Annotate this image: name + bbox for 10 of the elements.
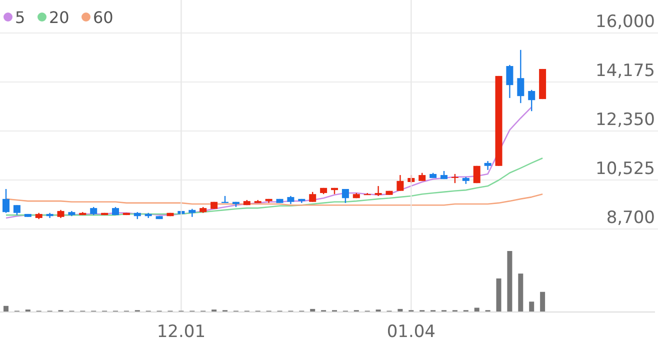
y-tick-label: 8,700 [606, 208, 655, 228]
y-tick-label: 16,000 [596, 12, 655, 32]
legend-label: 20 [49, 8, 70, 27]
legend-label: 60 [93, 8, 114, 27]
x-tick-label: 12.01 [156, 322, 206, 342]
y-tick-label: 12,350 [596, 110, 655, 130]
y-tick-label: 14,175 [596, 61, 655, 81]
x-tick-label: 01.04 [386, 322, 436, 342]
y-tick-label: 10,525 [596, 159, 655, 179]
legend-label: 5 [15, 8, 26, 27]
